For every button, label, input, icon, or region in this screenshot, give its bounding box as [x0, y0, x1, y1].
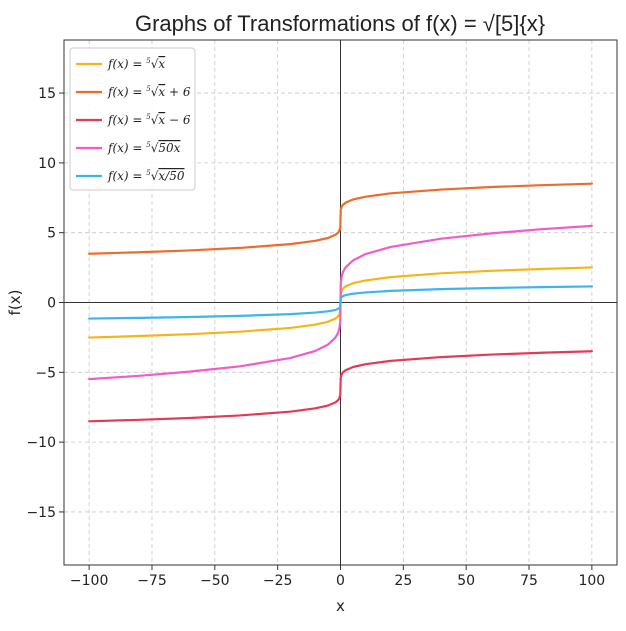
legend-label-base: f(x) =	[107, 169, 146, 183]
x-axis-label: x	[336, 597, 345, 615]
legend-label-suffix: − 6	[165, 113, 191, 127]
y-tick-label: 10	[38, 156, 56, 172]
legend-label-base: f(x) =	[107, 57, 146, 71]
y-tick-label: −15	[26, 505, 56, 521]
legend-label-radicand: x/50	[158, 169, 184, 183]
x-tick-label: −25	[263, 573, 293, 589]
legend-label-base: f(x) =	[107, 141, 146, 155]
x-tick-label: −75	[137, 573, 167, 589]
y-tick-label: 15	[38, 86, 56, 102]
legend-label: f(x) = 5√50x	[107, 141, 181, 155]
y-tick-label: 5	[47, 226, 56, 242]
x-tick-label: 50	[457, 573, 475, 589]
x-tick-label: 25	[394, 573, 412, 589]
chart-title: Graphs of Transformations of f(x) = √[5]…	[135, 11, 545, 36]
y-tick-label: −10	[26, 435, 56, 451]
y-tick-label: −5	[35, 365, 56, 381]
legend-label: f(x) = 5√x	[107, 57, 165, 71]
legend-label-base: f(x) =	[107, 113, 146, 127]
legend-label-base: f(x) =	[107, 85, 146, 99]
legend-label-radicand: x	[158, 57, 165, 71]
x-tick-label: 0	[336, 573, 345, 589]
x-tick-label: −50	[200, 573, 230, 589]
x-tick-label: 75	[520, 573, 538, 589]
legend-label-suffix: + 6	[165, 85, 191, 99]
y-tick-label: 0	[47, 296, 56, 312]
legend-label-radicand: 50x	[158, 141, 180, 155]
y-axis-label: f(x)	[6, 290, 24, 316]
legend-label: f(x) = 5√x/50	[107, 169, 185, 183]
x-tick-label: −100	[70, 573, 108, 589]
legend: f(x) = 5√xf(x) = 5√x + 6f(x) = 5√x − 6f(…	[70, 48, 195, 190]
x-tick-label: 100	[578, 573, 605, 589]
